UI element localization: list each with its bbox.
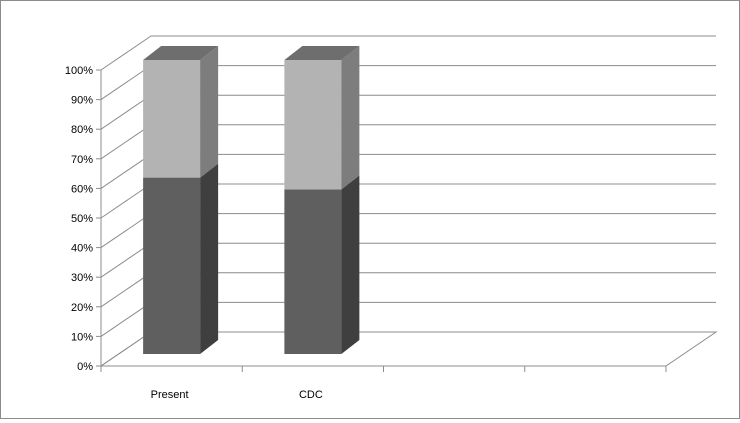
- bars: [143, 46, 359, 354]
- bar-segment-front: [143, 178, 200, 354]
- bar-segment-side: [200, 164, 218, 354]
- y-tick-label: 40%: [71, 243, 93, 255]
- bar-segment-side: [200, 46, 218, 178]
- y-tick-label: 60%: [71, 183, 93, 195]
- y-tick-label: 80%: [71, 124, 93, 136]
- bar-segment-side: [341, 46, 359, 189]
- y-tick-label: 90%: [71, 95, 93, 107]
- bar-cdc: [284, 46, 359, 354]
- bar-segment-front: [284, 60, 341, 189]
- y-tick-labels: 0% 10% 20% 30% 40% 50% 60% 70% 80% 90% 100%: [65, 65, 93, 373]
- bar-present: [143, 46, 218, 354]
- bar-segment-front: [284, 189, 341, 354]
- y-tick-label: 30%: [71, 272, 93, 284]
- y-tick-label: 50%: [71, 213, 93, 225]
- y-tick-label: 0%: [77, 361, 93, 373]
- y-tick-label: 100%: [65, 65, 93, 77]
- y-tick-label: 20%: [71, 302, 93, 314]
- x-tick-label: Present: [151, 389, 189, 401]
- bar-segment-front: [143, 60, 200, 178]
- y-tick-label: 10%: [71, 331, 93, 343]
- bar-segment-side: [341, 175, 359, 354]
- x-tick-labels: Present CDC: [151, 389, 323, 401]
- y-tick-label: 70%: [71, 154, 93, 166]
- x-tick-label: CDC: [299, 389, 323, 401]
